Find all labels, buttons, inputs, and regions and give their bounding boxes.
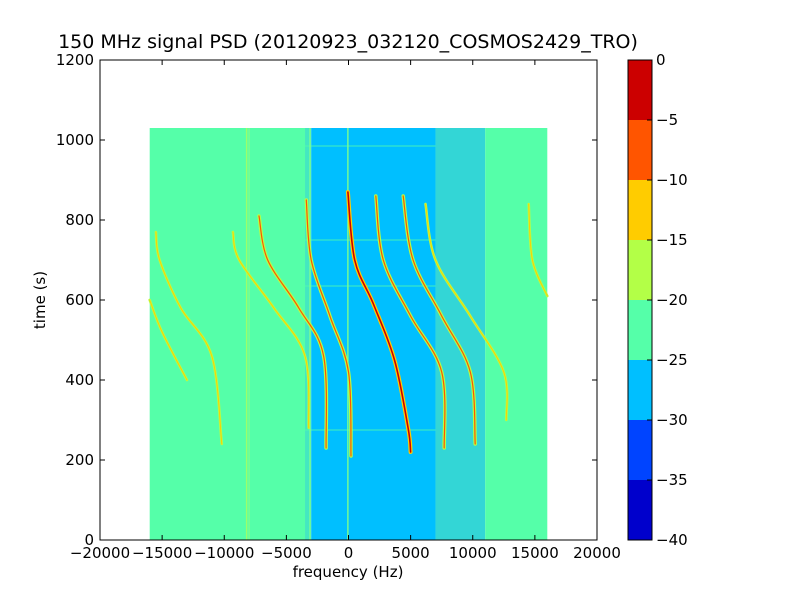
colorbar-tick-label-3: −15 xyxy=(656,231,688,249)
spectrum-region-3 xyxy=(435,128,486,540)
colorbar-tick-label-4: −20 xyxy=(656,291,688,309)
y-tick-label-4: 800 xyxy=(65,211,94,229)
x-tick-label-0: −20000 xyxy=(70,544,130,562)
y-axis-ticks: 0 200 400 600 800 1000 1200 xyxy=(56,51,597,549)
doppler-trace-9 xyxy=(527,202,549,298)
colorbar: 0 −5 −10 −15 −20 −25 −30 −35 −40 xyxy=(627,51,688,549)
doppler-trace-7 xyxy=(154,230,224,446)
spectrum-region-0 xyxy=(149,128,306,540)
y-tick-label-3: 600 xyxy=(65,291,94,309)
x-tick-label-2: −10000 xyxy=(194,544,254,562)
doppler-trace-1 xyxy=(304,198,353,458)
colorbar-band-3 xyxy=(628,240,652,300)
y-tick-label-5: 1000 xyxy=(56,131,94,149)
y-tick-label-2: 400 xyxy=(65,371,94,389)
x-tick-label-1: −15000 xyxy=(132,544,192,562)
chart-title: 150 MHz signal PSD (20120923_032120_COSM… xyxy=(58,31,638,53)
doppler-trace-8 xyxy=(148,298,189,382)
colorbar-band-0 xyxy=(628,60,652,120)
doppler-trace-0 xyxy=(345,190,413,454)
colorbar-tick-label-5: −25 xyxy=(656,351,688,369)
colorbar-tick-label-2: −10 xyxy=(656,171,688,189)
colorbar-band-4 xyxy=(628,300,652,360)
doppler-trace-6 xyxy=(231,230,311,430)
spectrum-region-2 xyxy=(311,128,436,540)
x-tick-label-6: 10000 xyxy=(449,544,497,562)
y-tick-label-1: 200 xyxy=(65,451,94,469)
x-axis-ticks: −20000 −15000 −10000 −5000 0 5000 10000 15000 20… xyxy=(70,60,621,562)
colorbar-tick-label-1: −5 xyxy=(656,111,678,129)
x-axis-label: frequency (Hz) xyxy=(293,563,404,581)
x-tick-label-3: −5000 xyxy=(261,544,312,562)
x-tick-label-5: 5000 xyxy=(392,544,430,562)
x-tick-label-7: 15000 xyxy=(511,544,559,562)
colorbar-band-2 xyxy=(628,180,652,240)
colorbar-band-1 xyxy=(628,120,652,180)
plot-area xyxy=(148,128,549,540)
colorbar-band-7 xyxy=(628,480,652,540)
spectrum-region-4 xyxy=(485,128,548,540)
colorbar-tick-label-6: −30 xyxy=(656,411,688,429)
doppler-trace-5 xyxy=(424,202,509,422)
colorbar-tick-label-0: 0 xyxy=(656,51,666,69)
y-tick-label-6: 1200 xyxy=(56,51,94,69)
doppler-trace-2 xyxy=(257,214,329,450)
colorbar-tick-label-8: −40 xyxy=(656,531,688,549)
x-tick-label-8: 20000 xyxy=(573,544,621,562)
colorbar-band-5 xyxy=(628,360,652,420)
spectrum-region-1 xyxy=(305,128,312,540)
y-axis-label: time (s) xyxy=(31,271,49,329)
doppler-trace-3 xyxy=(374,194,447,450)
y-tick-label-0: 0 xyxy=(84,531,94,549)
colorbar-tick-label-7: −35 xyxy=(656,471,688,489)
x-tick-label-4: 0 xyxy=(344,544,354,562)
doppler-trace-4 xyxy=(401,194,477,446)
colorbar-band-6 xyxy=(628,420,652,480)
